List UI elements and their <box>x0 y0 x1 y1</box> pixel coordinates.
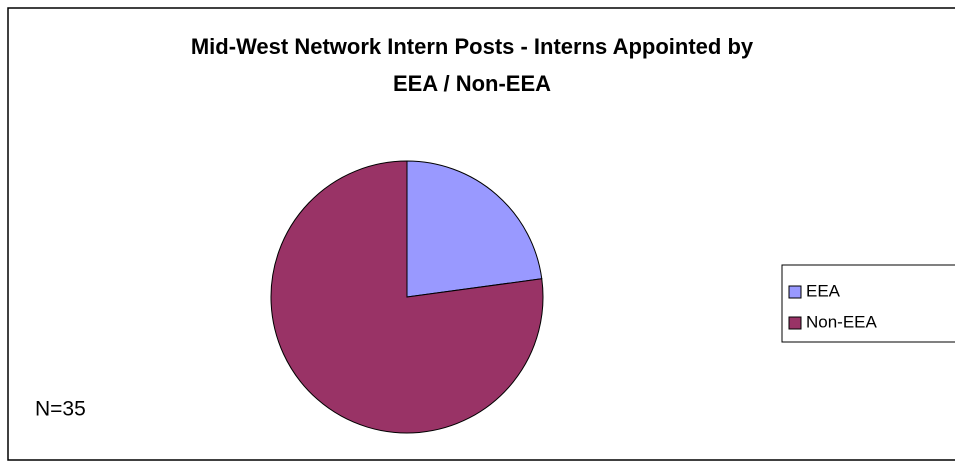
legend-swatch <box>788 316 802 330</box>
legend-label: EEA <box>806 281 841 300</box>
legend-label: Non-EEA <box>806 312 878 331</box>
chart-title: Mid-West Network Intern Posts - Interns … <box>190 34 754 96</box>
legend-swatch <box>788 285 802 299</box>
annotation: N=35 <box>35 398 86 421</box>
legend-box <box>781 264 955 343</box>
pie-slice <box>270 160 544 434</box>
pie-slice <box>406 160 543 298</box>
